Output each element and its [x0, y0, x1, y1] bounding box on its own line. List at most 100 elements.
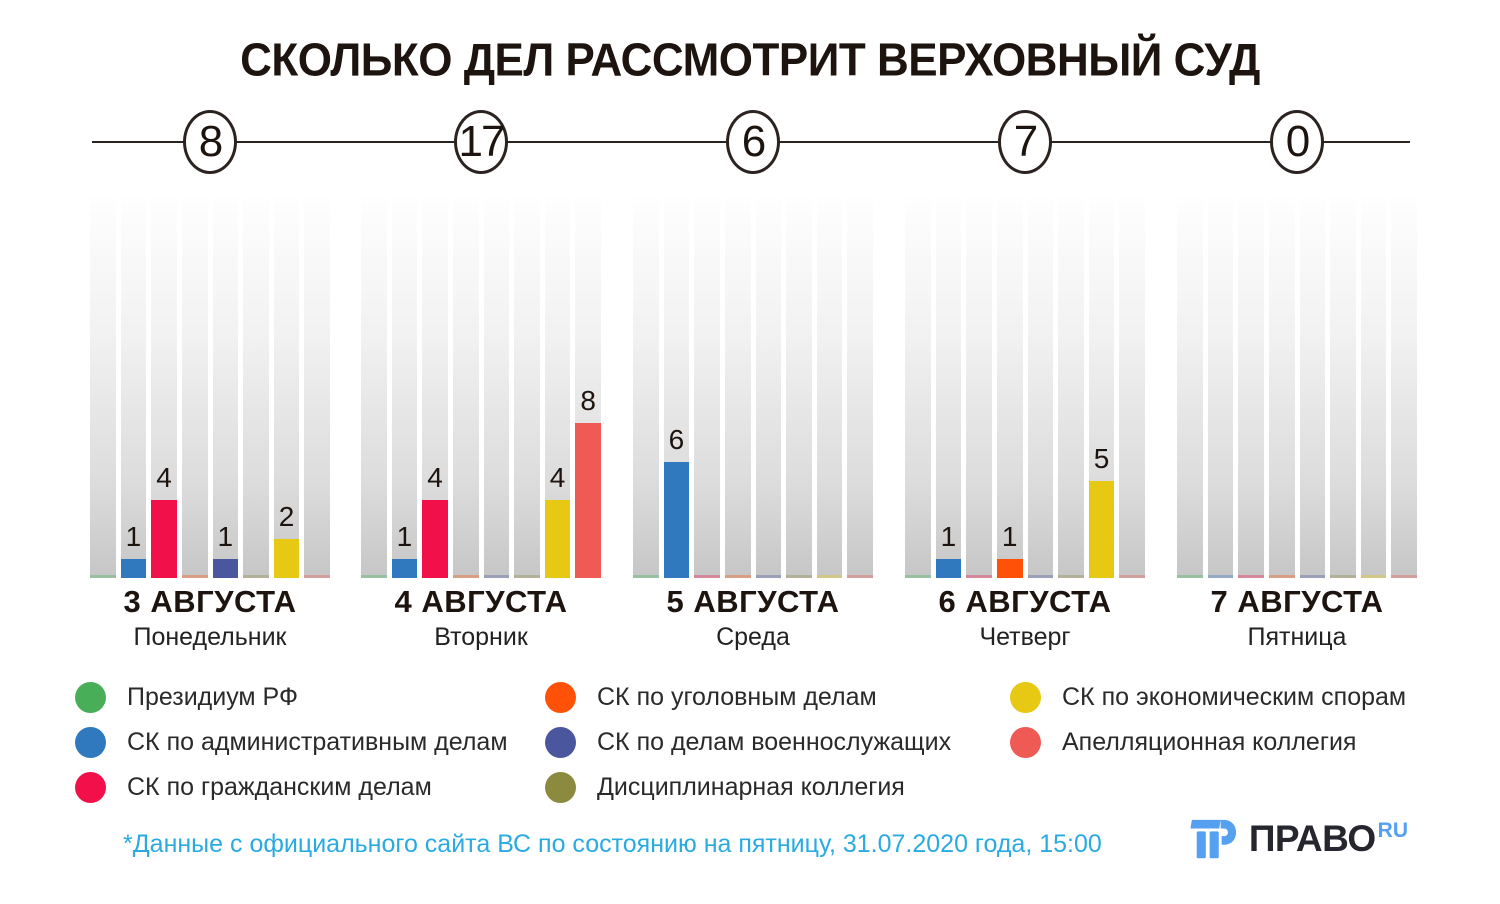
zero-baseline-sliver [786, 575, 812, 578]
zero-baseline-sliver [847, 575, 873, 578]
category-column-military [755, 197, 782, 578]
category-column-admin: 1 [120, 197, 147, 578]
category-column-appeal [1391, 197, 1417, 578]
bar-value-label: 1 [125, 520, 142, 552]
legend-item-admin: СК по административным делам [75, 726, 508, 758]
legend-label: Президиум РФ [127, 682, 298, 711]
category-column-civil: 4 [151, 197, 177, 578]
day-date-label: 3 АВГУСТА [123, 584, 297, 619]
zero-baseline-sliver [514, 575, 540, 578]
legend-color-dot [545, 771, 576, 803]
bar-value-label: 8 [580, 384, 596, 416]
zero-baseline-sliver [1177, 575, 1203, 578]
pravo-logo-icon [1190, 819, 1236, 859]
zero-baseline-sliver [243, 575, 269, 578]
category-column-criminal [452, 197, 479, 578]
category-column-military [1027, 197, 1054, 578]
category-column-civil [1238, 197, 1264, 578]
category-column-admin [1207, 197, 1234, 578]
category-column-presidium [361, 197, 387, 578]
zero-baseline-sliver [1268, 575, 1295, 578]
legend-label: СК по гражданским делам [127, 772, 432, 801]
category-column-civil [966, 197, 992, 578]
legend-item-criminal: СК по уголовным делам [545, 681, 877, 713]
category-column-economic [816, 197, 843, 578]
day-weekday-label: Среда [716, 623, 790, 651]
timeline-total-badge: 17 [454, 110, 508, 174]
legend-item-economic: СК по экономическим спорам [1010, 681, 1406, 713]
category-column-military [483, 197, 510, 578]
category-column-criminal: 1 [996, 197, 1023, 578]
day-weekday-label: Вторник [434, 623, 528, 651]
bar-value-label: 4 [156, 462, 172, 494]
zero-baseline-sliver [1391, 575, 1417, 578]
category-column-disciplinary [1330, 197, 1356, 578]
category-column-appeal [304, 197, 330, 578]
day-date-label: 7 АВГУСТА [1210, 584, 1384, 619]
zero-baseline-sliver [966, 575, 992, 578]
bar-value-label: 1 [940, 520, 957, 552]
zero-baseline-sliver [1119, 575, 1145, 578]
legend-item-appeal: Апелляционная коллегия [1010, 726, 1356, 758]
timeline-total-badge: 0 [1270, 110, 1324, 174]
legend-item-civil: СК по гражданским делам [75, 771, 432, 803]
legend-color-dot [1010, 681, 1041, 713]
legend-label: СК по экономическим спорам [1062, 682, 1407, 711]
zero-baseline-sliver [1299, 575, 1326, 578]
legend-label: СК по административным делам [127, 727, 508, 756]
day-date-label: 5 АВГУСТА [666, 584, 840, 619]
category-column-appeal [847, 197, 873, 578]
legend-item-presidium: Президиум РФ [75, 681, 298, 713]
category-column-admin: 6 [663, 197, 690, 578]
category-column-economic: 2 [273, 197, 300, 578]
category-column-military [1299, 197, 1326, 578]
category-column-economic: 5 [1088, 197, 1115, 578]
bar-admin [120, 558, 147, 578]
category-column-appeal [1119, 197, 1145, 578]
day-panel: 6 [633, 197, 873, 578]
zero-baseline-sliver [755, 575, 782, 578]
legend-color-dot [75, 681, 106, 713]
zero-baseline-sliver [905, 575, 931, 578]
zero-baseline-sliver [694, 575, 720, 578]
bar-value-label: 4 [549, 462, 566, 494]
bar-value-label: 2 [278, 501, 295, 533]
day-panel [1177, 197, 1417, 578]
category-column-criminal [181, 197, 208, 578]
logo-brand-text: ПРАВО [1248, 818, 1376, 859]
zero-baseline-sliver [1207, 575, 1234, 578]
timeline-total-badge: 8 [183, 110, 237, 174]
day-panel: 1 1 5 [905, 197, 1145, 578]
category-column-criminal [1268, 197, 1295, 578]
bar-value-label: 6 [668, 423, 685, 455]
zero-baseline-sliver [633, 575, 659, 578]
category-column-presidium [1177, 197, 1203, 578]
zero-baseline-sliver [361, 575, 387, 578]
zero-baseline-sliver [483, 575, 510, 578]
chart-title: СКОЛЬКО ДЕЛ РАССМОТРИТ ВЕРХОВНЫЙ СУД [240, 34, 1260, 87]
zero-baseline-sliver [1360, 575, 1387, 578]
zero-baseline-sliver [181, 575, 208, 578]
timeline-total-badge: 6 [726, 110, 780, 174]
bar-value-label: 1 [217, 520, 234, 552]
bar-civil [151, 500, 177, 578]
bar-military [212, 558, 239, 578]
bar-admin [935, 558, 962, 578]
zero-baseline-sliver [724, 575, 751, 578]
zero-baseline-sliver [816, 575, 843, 578]
day-date-label: 4 АВГУСТА [394, 584, 568, 619]
bar-criminal [996, 558, 1023, 578]
bar-admin [663, 461, 690, 578]
legend-color-dot [1010, 726, 1041, 758]
pravo-logo: ПРАВО RU [1189, 816, 1408, 864]
category-column-disciplinary [786, 197, 812, 578]
category-column-military: 1 [212, 197, 239, 578]
bar-admin [391, 558, 418, 578]
zero-baseline-sliver [1027, 575, 1054, 578]
bar-economic [273, 539, 300, 578]
category-column-admin: 1 [391, 197, 418, 578]
bar-economic [1088, 481, 1115, 578]
category-column-presidium [90, 197, 116, 578]
day-weekday-label: Пятница [1247, 623, 1347, 651]
bar-value-label: 1 [1001, 520, 1018, 552]
